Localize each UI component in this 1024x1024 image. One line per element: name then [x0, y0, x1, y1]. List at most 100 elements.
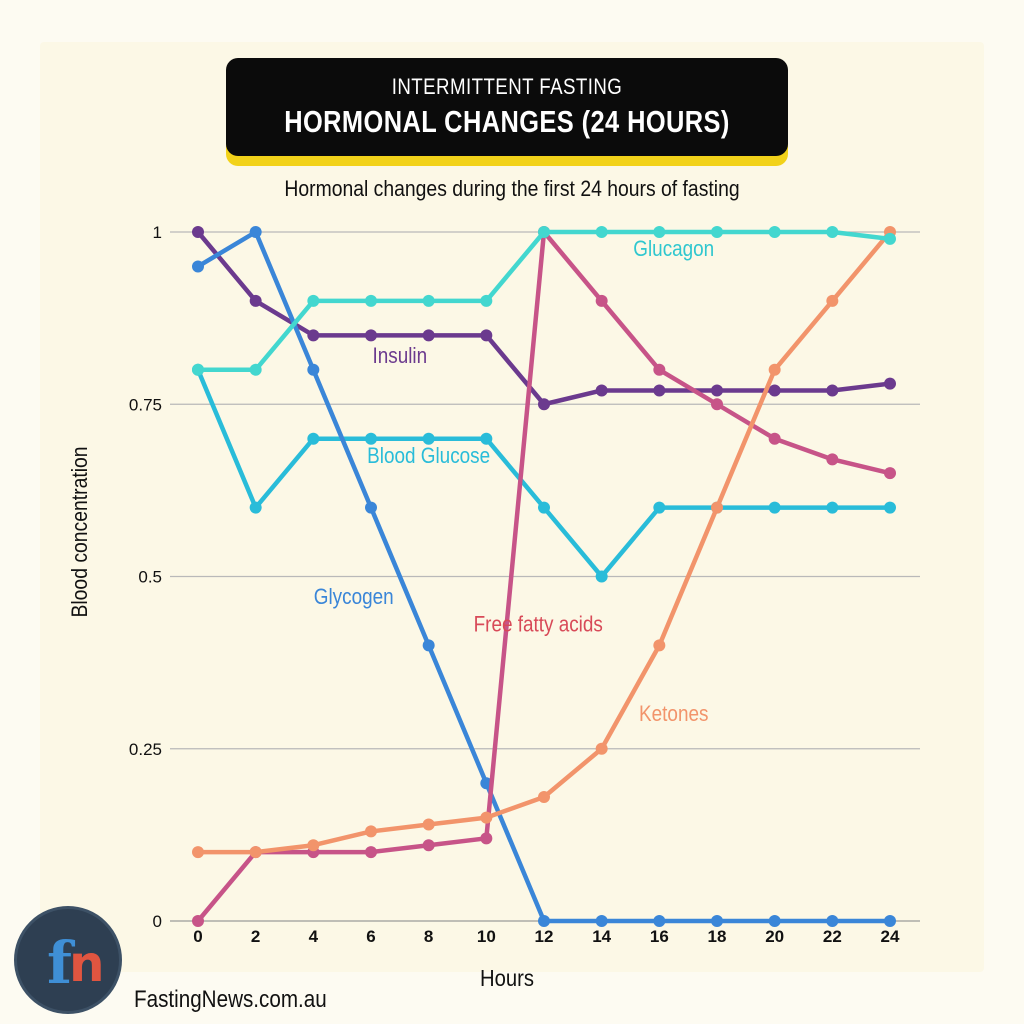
title-main: HORMONAL CHANGES (24 HOURS) — [284, 104, 730, 139]
x-tick-label: 16 — [650, 927, 669, 946]
x-tick-label: 12 — [535, 927, 554, 946]
data-point-insulin — [826, 384, 839, 397]
data-point-blood-glucose — [826, 501, 839, 514]
data-point-glycogen — [884, 915, 896, 927]
data-point-glycogen — [192, 260, 204, 273]
data-point-glycogen — [365, 501, 377, 514]
data-point-free-fatty-acids — [422, 839, 435, 852]
data-point-blood-glucose — [365, 432, 377, 445]
y-tick-label: 0.5 — [138, 568, 162, 587]
x-tick-label: 8 — [424, 927, 433, 946]
x-tick-label: 4 — [309, 927, 319, 946]
y-tick-label: 0.25 — [129, 740, 162, 759]
data-point-ketones — [711, 501, 723, 514]
x-tick-label: 2 — [251, 927, 260, 946]
data-point-glycogen — [538, 915, 550, 927]
y-tick-label: 0 — [153, 912, 162, 931]
data-point-ketones — [249, 846, 262, 859]
data-point-glycogen — [768, 915, 781, 927]
data-point-glycogen — [249, 226, 262, 238]
data-point-glucagon — [480, 294, 493, 307]
data-point-insulin — [768, 384, 781, 397]
x-tick-label: 14 — [592, 927, 611, 946]
data-point-ketones — [538, 790, 550, 803]
x-axis-label: Hours — [480, 965, 534, 992]
data-point-glucagon — [711, 226, 723, 238]
data-point-glycogen — [595, 915, 608, 927]
y-tick-label: 1 — [153, 223, 162, 242]
site-name: FastingNews.com.au — [134, 986, 327, 1013]
x-tick-label: 20 — [765, 927, 784, 946]
data-point-insulin — [595, 384, 608, 397]
x-tick-label: 10 — [477, 927, 496, 946]
data-point-blood-glucose — [307, 432, 320, 445]
data-point-blood-glucose — [249, 501, 262, 514]
data-point-glucagon — [307, 294, 320, 307]
data-point-glucagon — [249, 363, 262, 376]
data-point-insulin — [653, 384, 666, 397]
data-point-glucagon — [192, 363, 204, 376]
data-point-free-fatty-acids — [711, 398, 723, 411]
data-point-glucagon — [422, 294, 435, 307]
series-label-free-fatty-acids: Free fatty acids — [474, 612, 603, 637]
data-point-glycogen — [826, 915, 839, 927]
data-point-glucagon — [884, 232, 896, 245]
data-point-blood-glucose — [480, 432, 493, 445]
data-point-blood-glucose — [595, 570, 608, 583]
logo-letter-f: f — [47, 929, 72, 997]
data-point-insulin — [422, 329, 435, 342]
data-point-glucagon — [365, 294, 377, 307]
data-point-glycogen — [653, 915, 666, 927]
data-point-glucagon — [768, 226, 781, 238]
data-point-ketones — [422, 818, 435, 831]
series-label-ketones: Ketones — [639, 702, 708, 727]
data-point-insulin — [249, 294, 262, 307]
series-label-blood-glucose: Blood Glucose — [367, 444, 490, 469]
series-label-insulin: Insulin — [373, 344, 428, 369]
data-point-glucagon — [595, 226, 608, 238]
data-point-blood-glucose — [538, 501, 550, 514]
data-point-ketones — [768, 363, 781, 376]
y-tick-label: 0.75 — [129, 395, 162, 414]
data-point-glucagon — [826, 226, 839, 238]
logo-letter-n: n — [69, 935, 105, 993]
data-point-ketones — [653, 639, 666, 652]
data-point-ketones — [480, 811, 493, 824]
chart-subtitle: Hormonal changes during the first 24 hou… — [284, 176, 740, 201]
data-point-glycogen — [711, 915, 723, 927]
data-point-insulin — [192, 226, 204, 238]
x-tick-label: 22 — [823, 927, 842, 946]
data-point-glucagon — [653, 226, 666, 238]
title-banner: INTERMITTENT FASTING HORMONAL CHANGES (2… — [226, 58, 788, 156]
data-point-insulin — [365, 329, 377, 342]
data-point-glycogen — [307, 363, 320, 376]
data-point-free-fatty-acids — [595, 294, 608, 307]
data-point-blood-glucose — [768, 501, 781, 514]
data-point-ketones — [365, 825, 377, 838]
data-point-blood-glucose — [884, 501, 896, 514]
data-point-free-fatty-acids — [365, 846, 377, 859]
data-point-ketones — [192, 846, 204, 859]
x-tick-label: 18 — [708, 927, 727, 946]
data-point-ketones — [307, 839, 320, 852]
data-point-free-fatty-acids — [480, 832, 493, 845]
fasting-news-logo: f n — [14, 906, 122, 1014]
data-point-free-fatty-acids — [826, 453, 839, 466]
data-point-insulin — [884, 377, 896, 390]
data-point-insulin — [307, 329, 320, 342]
y-axis-label: Blood concentration — [68, 446, 92, 617]
series-line-ketones — [195, 229, 893, 855]
data-point-glucagon — [538, 226, 550, 238]
data-point-free-fatty-acids — [192, 915, 204, 927]
data-point-blood-glucose — [422, 432, 435, 445]
data-point-insulin — [538, 398, 550, 411]
data-point-glycogen — [422, 639, 435, 652]
data-point-ketones — [826, 294, 839, 307]
x-tick-label: 0 — [193, 927, 202, 946]
data-point-insulin — [480, 329, 493, 342]
data-point-free-fatty-acids — [653, 363, 666, 376]
series-label-glucagon: Glucagon — [633, 237, 714, 262]
data-point-free-fatty-acids — [768, 432, 781, 445]
x-tick-label: 24 — [881, 927, 900, 946]
